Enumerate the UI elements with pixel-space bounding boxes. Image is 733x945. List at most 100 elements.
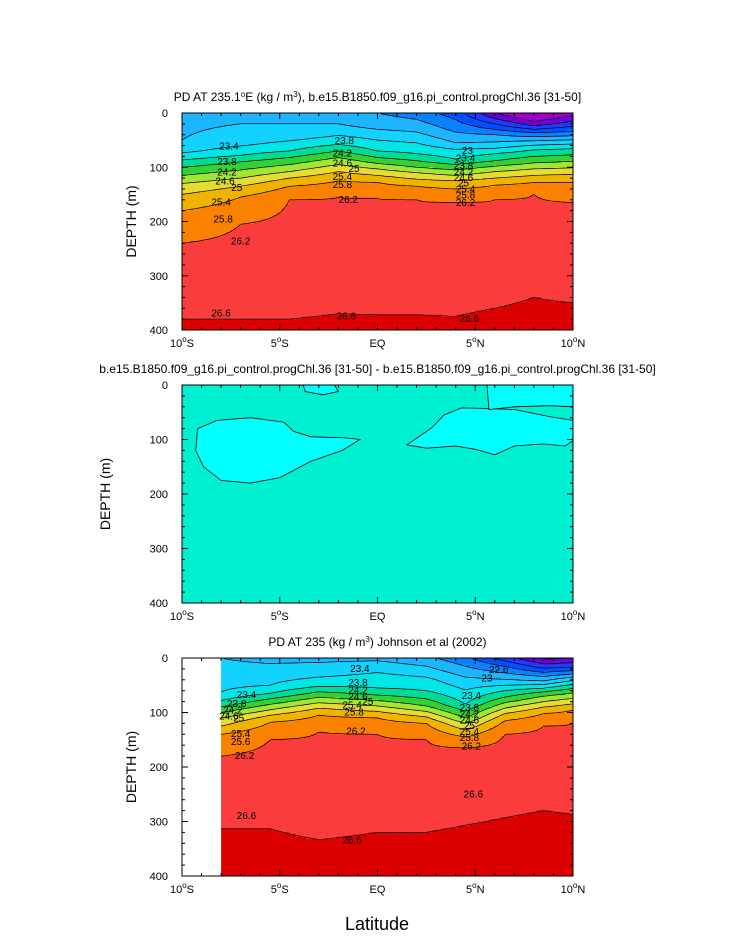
contour-label: 25.8 — [333, 180, 353, 191]
contour-label: 23.8 — [454, 161, 474, 172]
contour-label: 25 — [348, 164, 360, 175]
contour-label: 25.4 — [456, 184, 476, 195]
contour-line — [221, 723, 573, 757]
y-tick-label: 0 — [162, 108, 168, 120]
contour-label: 25.8 — [460, 733, 480, 744]
y-tick-label: 400 — [150, 598, 168, 610]
contour-label: 22.6 — [489, 665, 509, 676]
contour-label: 23.4 — [237, 690, 257, 701]
contour-label: 26.6 — [464, 789, 484, 800]
y-tick-label: 0 — [162, 653, 168, 665]
plot-area — [182, 385, 573, 603]
contour-line — [182, 123, 573, 144]
y-tick-label: 100 — [150, 162, 168, 174]
chart-panel-2: 10oS 5oS EQ 5oN 10oN 0 100 200 300 400 DEPTH (m) b.… — [97, 362, 656, 623]
chart-panel-1: 23.423.824.224.62525.425.826.226.623.824… — [123, 90, 585, 350]
contour-label: 26.2 — [235, 751, 255, 762]
contour-label: 25.4 — [231, 729, 251, 740]
contour-line — [220, 672, 573, 693]
difference-contour — [405, 407, 573, 456]
y-tick-label: 100 — [150, 435, 168, 447]
contour-label: 23.4 — [462, 691, 482, 702]
contour-line — [493, 658, 573, 669]
x-tick-label: 5oN — [466, 608, 485, 623]
contour-label: 23.8 — [348, 678, 368, 689]
contour-line — [221, 703, 573, 731]
contour-label: 24.2 — [223, 705, 243, 716]
contour-label: 25.4 — [333, 172, 353, 183]
chart-title: PD AT 235 (kg / m3) Johnson et al (2002) — [268, 635, 486, 649]
contour-label: 24.2 — [217, 168, 237, 179]
x-axis: 10oS 5oS EQ 5oN 10oN — [170, 385, 585, 623]
contour-line — [182, 150, 573, 168]
contour-line — [182, 135, 573, 154]
contour-line — [221, 688, 573, 712]
contour-label: 24.2 — [348, 686, 368, 697]
contour-label: 26.6 — [336, 311, 356, 322]
contour-line — [221, 692, 573, 718]
y-tick-label: 300 — [150, 817, 168, 829]
plot-area: 23.423.824.224.62525.425.826.226.623.824… — [182, 113, 573, 330]
x-tick-label: 10oN — [561, 608, 586, 623]
contour-line — [182, 193, 573, 244]
contour-line — [473, 658, 573, 673]
contour-line — [221, 709, 573, 738]
y-axis: 0 100 200 300 400 — [150, 380, 573, 610]
difference-contour — [302, 385, 340, 396]
x-tick-label: 10oS — [170, 881, 194, 896]
contour-lines — [182, 113, 573, 320]
difference-contour — [195, 417, 362, 484]
x-axis: 10oS 5oS EQ 5oN 10oN — [170, 658, 585, 896]
contour-label: 26.2 — [346, 727, 366, 738]
contour-label: 25 — [233, 713, 245, 724]
contour-line — [182, 180, 573, 212]
contour-label: 25.8 — [213, 214, 233, 225]
contour-label: 23.8 — [227, 699, 247, 710]
contour-label: 25.4 — [342, 700, 362, 711]
contour-label: 24.2 — [454, 168, 474, 179]
y-tick-label: 0 — [162, 380, 168, 392]
contour-label: 26.2 — [462, 741, 482, 752]
contour-label: 26.6 — [237, 811, 257, 822]
contour-line — [182, 144, 573, 161]
contour-line — [182, 164, 573, 184]
contour-label: 25.6 — [231, 737, 251, 748]
contour-label: 24.6 — [460, 716, 480, 727]
contour-line — [221, 683, 573, 705]
y-tick-label: 200 — [150, 762, 168, 774]
contour-label: 26.2 — [456, 198, 476, 209]
y-tick-label: 200 — [150, 217, 168, 229]
x-tick-label: 10oN — [561, 881, 586, 896]
y-tick-label: 300 — [150, 544, 168, 556]
y-tick-label: 400 — [150, 325, 168, 337]
contour-label: 26.6 — [211, 309, 231, 320]
x-tick-label: EQ — [370, 884, 386, 896]
contour-line — [182, 171, 573, 195]
contour-label: 26.6 — [460, 314, 480, 325]
chart-panel-3: 23.423.824.224.62525.425.626.226.623.423… — [123, 635, 585, 896]
contour-label: 25 — [231, 183, 243, 194]
filled-contours — [221, 658, 573, 876]
y-axis-label: DEPTH (m) — [123, 731, 139, 803]
difference-contour — [486, 385, 573, 410]
contour-line — [437, 658, 573, 677]
x-tick-label: 10oS — [170, 608, 194, 623]
contour-lines — [220, 658, 573, 840]
contour-line — [182, 157, 573, 176]
x-tick-label: EQ — [370, 338, 386, 350]
contour-label: 25 — [464, 721, 476, 732]
chart-title: b.e15.B1850.f09_g16.pi_control.progChl.3… — [99, 362, 655, 376]
x-tick-label: 10oN — [561, 335, 586, 350]
contour-label: 23.8 — [217, 157, 237, 168]
y-tick-label: 300 — [150, 271, 168, 283]
contour-label: 26.2 — [338, 195, 358, 206]
contour-label: 24.2 — [333, 149, 353, 160]
contour-label: 25.8 — [344, 708, 364, 719]
y-axis: 0 100 200 300 400 — [150, 108, 573, 337]
x-axis-label: Latitude — [345, 914, 409, 934]
contour-line — [439, 113, 573, 134]
contour-line — [221, 697, 573, 724]
contour-label: 24.6 — [215, 176, 235, 187]
y-axis: 0 100 200 300 400 — [150, 653, 573, 883]
